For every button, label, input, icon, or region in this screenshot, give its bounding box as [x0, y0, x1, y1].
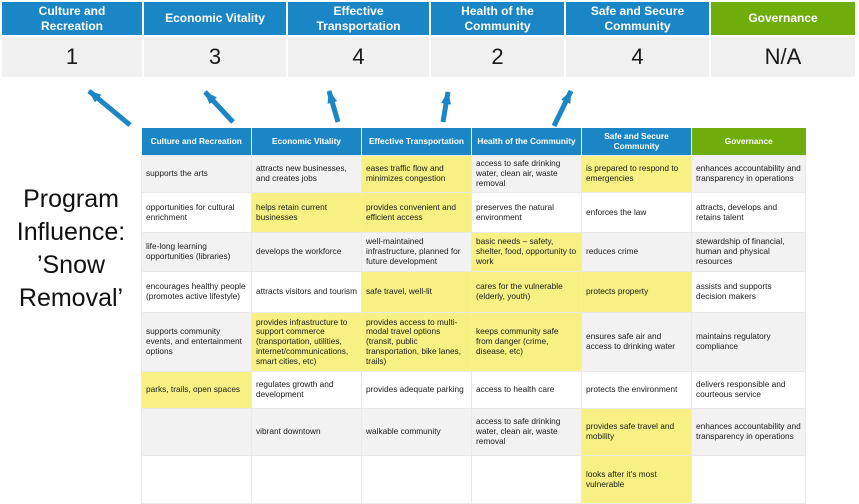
matrix-cell: attracts visitors and tourism [251, 271, 362, 313]
matrix-cell: enhances accountability and transparency… [691, 155, 806, 193]
matrix-cell: ensures safe air and access to drinking … [581, 312, 692, 372]
matrix-header-governance: Governance [691, 128, 806, 156]
page-title: Program Influence: ’Snow Removal’ [16, 185, 126, 312]
matrix-cell: is prepared to respond to emergencies [581, 155, 692, 193]
category-effective-transportation: Effective Transportation [288, 2, 429, 35]
score-safe-and-secure-community: 4 [566, 37, 709, 77]
table-row: looks after it's most vulnerable [141, 455, 806, 504]
matrix-header-economic-vitality: Economic Vitality [251, 128, 362, 156]
matrix-cell [251, 455, 362, 504]
matrix-cell: provides infrastructure to support comme… [251, 312, 362, 372]
up-arrow-icon [440, 91, 451, 123]
category-health-of-the-community: Health of the Community [431, 2, 564, 35]
matrix-cell: keeps community safe from danger (crime,… [471, 312, 582, 372]
up-arrow-icon [87, 89, 132, 127]
matrix-cell: develops the workforce [251, 232, 362, 272]
matrix-cell [691, 455, 806, 504]
influence-arrows [87, 89, 574, 128]
matrix-cell: life-long learning opportunities (librar… [141, 232, 252, 272]
score-governance: N/A [711, 37, 855, 77]
matrix-cell: provides access to multi-modal travel op… [361, 312, 472, 372]
table-row: parks, trails, open spaces regulates gro… [141, 371, 806, 409]
matrix-cell: eases traffic flow and minimizes congest… [361, 155, 472, 193]
matrix-cell: opportunities for cultural enrichment [141, 192, 252, 233]
matrix-cell: attracts, develops and retains talent [691, 192, 806, 233]
matrix-cell [471, 455, 582, 504]
matrix-cell: delivers responsible and courteous servi… [691, 371, 806, 409]
category-safe-and-secure-community: Safe and Secure Community [566, 2, 709, 35]
matrix-cell: provides convenient and efficient access [361, 192, 472, 233]
matrix-cell: protects property [581, 271, 692, 313]
matrix-header-health-of-the-community: Health of the Community [471, 128, 582, 156]
matrix-cell: vibrant downtown [251, 408, 362, 456]
matrix-cell [141, 408, 252, 456]
matrix-cell: well-maintained infrastructure, planned … [361, 232, 472, 272]
matrix-cell: access to health care [471, 371, 582, 409]
matrix-cell [361, 455, 472, 504]
table-row: supports community events, and entertain… [141, 312, 806, 372]
matrix-cell: access to safe drinking water, clean air… [471, 408, 582, 456]
matrix-cell: walkable community [361, 408, 472, 456]
matrix-cell: enhances accountability and transparency… [691, 408, 806, 456]
matrix-cell: reduces crime [581, 232, 692, 272]
matrix-cell: assists and supports decision makers [691, 271, 806, 313]
priority-category-row: Culture and Recreation Economic Vitality… [2, 2, 855, 35]
score-culture-and-recreation: 1 [2, 37, 142, 77]
matrix-cell: supports the arts [141, 155, 252, 193]
matrix-cell: enforces the law [581, 192, 692, 233]
category-governance: Governance [711, 2, 855, 35]
matrix-header-culture-and-recreation: Culture and Recreation [141, 128, 252, 156]
table-row: opportunities for cultural enrichment he… [141, 192, 806, 233]
matrix-header-safe-and-secure-community: Safe and Secure Community [581, 128, 692, 156]
matrix-cell: basic needs – safety, shelter, food, opp… [471, 232, 582, 272]
matrix-cell: helps retain current businesses [251, 192, 362, 233]
matrix-cell: attracts new businesses, and creates job… [251, 155, 362, 193]
matrix-header-effective-transportation: Effective Transportation [361, 128, 472, 156]
influence-matrix: Culture and Recreation Economic Vitality… [141, 128, 806, 504]
score-health-of-the-community: 2 [431, 37, 564, 77]
matrix-cell: safe travel, well-lit [361, 271, 472, 313]
matrix-cell: preserves the natural environment [471, 192, 582, 233]
table-row: supports the arts attracts new businesse… [141, 155, 806, 193]
matrix-cell: access to safe drinking water, clean air… [471, 155, 582, 193]
matrix-cell: supports community events, and entertain… [141, 312, 252, 372]
up-arrow-icon [203, 90, 235, 124]
matrix-header-row: Culture and Recreation Economic Vitality… [141, 128, 806, 156]
score-economic-vitality: 3 [144, 37, 286, 77]
matrix-cell: maintains regulatory compliance [691, 312, 806, 372]
up-arrow-icon [551, 89, 574, 128]
matrix-cell: regulates growth and development [251, 371, 362, 409]
score-effective-transportation: 4 [288, 37, 429, 77]
matrix-cell: provides adequate parking [361, 371, 472, 409]
matrix-cell: protects the environment [581, 371, 692, 409]
table-row: life-long learning opportunities (librar… [141, 232, 806, 272]
influence-score-row: 1 3 4 2 4 N/A [2, 37, 855, 77]
matrix-cell: encourages healthy people (promotes acti… [141, 271, 252, 313]
category-culture-and-recreation: Culture and Recreation [2, 2, 142, 35]
matrix-cell: looks after it's most vulnerable [581, 455, 692, 504]
matrix-cell: parks, trails, open spaces [141, 371, 252, 409]
matrix-cell: stewardship of financial, human and phys… [691, 232, 806, 272]
table-row: encourages healthy people (promotes acti… [141, 271, 806, 313]
table-row: vibrant downtown walkable community acce… [141, 408, 806, 456]
matrix-cell: provides safe travel and mobility [581, 408, 692, 456]
matrix-cell [141, 455, 252, 504]
category-economic-vitality: Economic Vitality [144, 2, 286, 35]
matrix-cell: cares for the vulnerable (elderly, youth… [471, 271, 582, 313]
up-arrow-icon [326, 90, 341, 123]
